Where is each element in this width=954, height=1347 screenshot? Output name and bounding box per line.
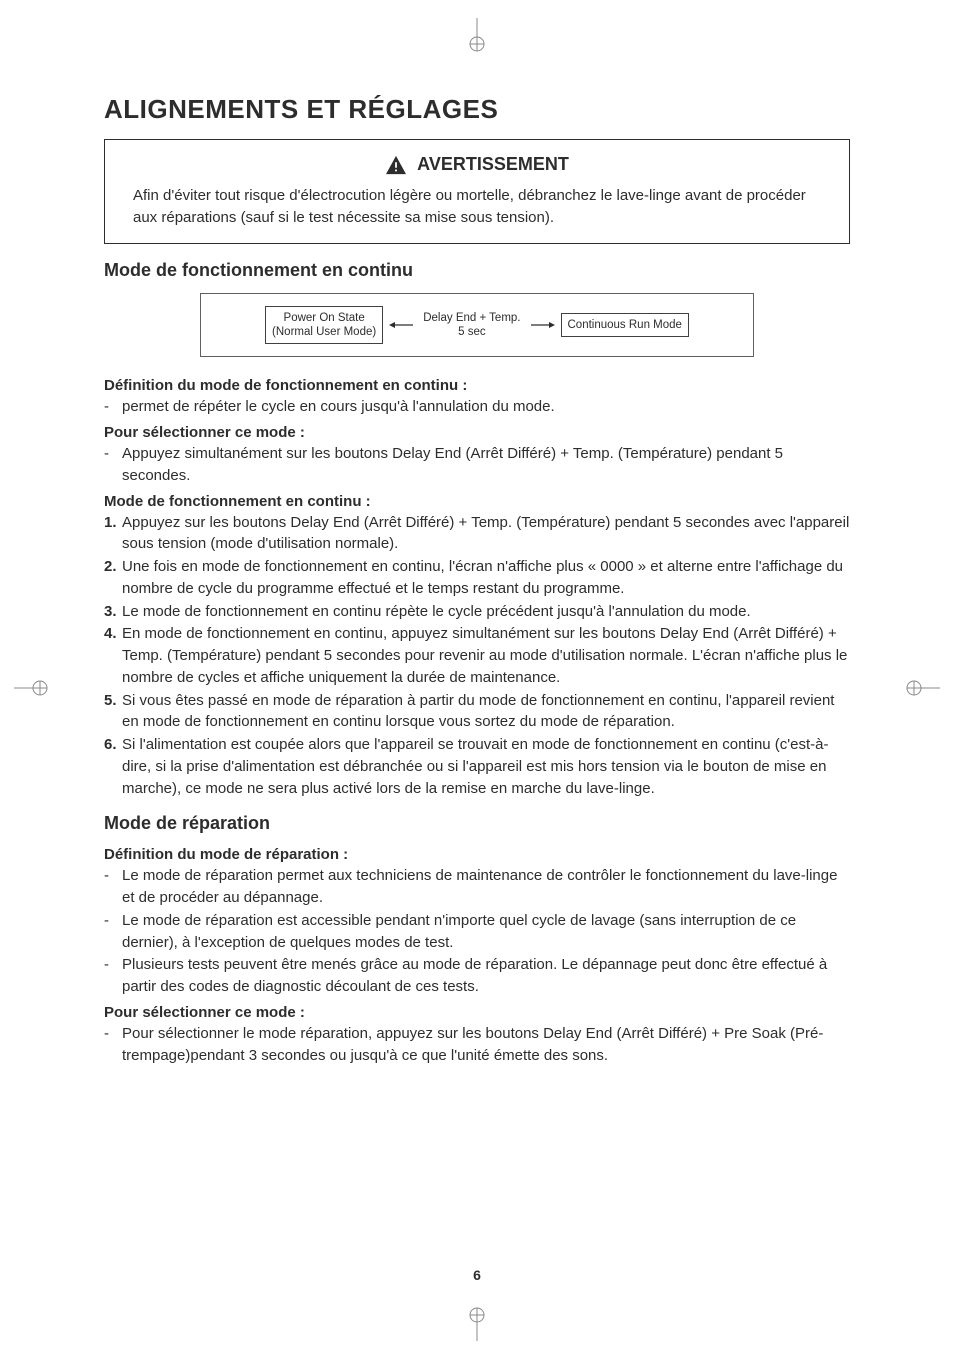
s1-select-list: Appuyez simultanément sur les boutons De… <box>104 443 850 487</box>
section1-heading: Mode de fonctionnement en continu <box>104 260 850 281</box>
s1-select-heading: Pour sélectionner ce mode : <box>104 424 850 441</box>
arrow-right-icon <box>529 320 555 330</box>
arrow-left-icon <box>389 320 415 330</box>
s2-def-list: Le mode de réparation permet aux technic… <box>104 865 850 998</box>
s2-select-list: Pour sélectionner le mode réparation, ap… <box>104 1023 850 1067</box>
list-item: Le mode de réparation est accessible pen… <box>104 910 850 954</box>
list-item: Pour sélectionner le mode réparation, ap… <box>104 1023 850 1067</box>
warning-header: AVERTISSEMENT <box>125 154 829 175</box>
s1-steps-list: Appuyez sur les boutons Delay End (Arrêt… <box>104 512 850 800</box>
flow-mid-l1: Delay End + Temp. <box>423 312 520 324</box>
crop-mark-right-icon <box>906 670 940 706</box>
crop-mark-bottom-icon <box>459 1307 495 1341</box>
list-item: Le mode de réparation permet aux technic… <box>104 865 850 909</box>
list-item: Le mode de fonctionnement en continu rép… <box>104 601 850 623</box>
list-item: Si vous êtes passé en mode de réparation… <box>104 690 850 734</box>
s1-def-list: permet de répéter le cycle en cours jusq… <box>104 396 850 418</box>
flow-box3: Continuous Run Mode <box>568 319 682 331</box>
flow-middle: Delay End + Temp. 5 sec <box>421 311 522 340</box>
list-item: Plusieurs tests peuvent être menés grâce… <box>104 954 850 998</box>
crop-mark-top-icon <box>459 18 495 52</box>
warning-icon <box>385 155 407 175</box>
flow-box1-l1: Power On State <box>284 312 365 324</box>
flow-mid-l2: 5 sec <box>458 326 486 338</box>
list-item: Si l'alimentation est coupée alors que l… <box>104 734 850 799</box>
flow-box1-l2: (Normal User Mode) <box>272 326 376 338</box>
section2-heading: Mode de réparation <box>104 813 850 834</box>
warning-box: AVERTISSEMENT Afin d'éviter tout risque … <box>104 139 850 244</box>
warning-text: Afin d'éviter tout risque d'électrocutio… <box>125 185 829 229</box>
list-item: Une fois en mode de fonctionnement en co… <box>104 556 850 600</box>
page-number: 6 <box>0 1267 954 1283</box>
list-item: permet de répéter le cycle en cours jusq… <box>104 396 850 418</box>
s1-def-heading: Définition du mode de fonctionnement en … <box>104 377 850 394</box>
page-content: ALIGNEMENTS ET RÉGLAGES AVERTISSEMENT Af… <box>0 0 954 1066</box>
list-item: En mode de fonctionnement en continu, ap… <box>104 623 850 688</box>
list-item: Appuyez sur les boutons Delay End (Arrêt… <box>104 512 850 556</box>
warning-title: AVERTISSEMENT <box>417 154 569 175</box>
s1-run-heading: Mode de fonctionnement en continu : <box>104 493 850 510</box>
flow-box-3: Continuous Run Mode <box>561 313 689 337</box>
s2-def-heading: Définition du mode de réparation : <box>104 846 850 863</box>
flow-box-1: Power On State (Normal User Mode) <box>265 306 383 345</box>
list-item: Appuyez simultanément sur les boutons De… <box>104 443 850 487</box>
s2-select-heading: Pour sélectionner ce mode : <box>104 1004 850 1021</box>
crop-mark-left-icon <box>14 670 48 706</box>
page-title: ALIGNEMENTS ET RÉGLAGES <box>104 94 850 125</box>
flow-diagram: Power On State (Normal User Mode) Delay … <box>200 293 754 358</box>
